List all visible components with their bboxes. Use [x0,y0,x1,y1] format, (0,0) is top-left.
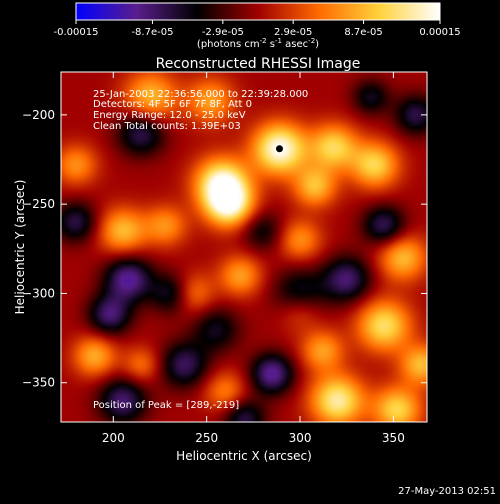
x-tick-label: 350 [382,431,405,445]
x-axis-label: Heliocentric X (arcsec) [176,449,312,463]
y-tick-label: −300 [22,286,55,300]
colorbar-tick-label: 0.00015 [419,27,460,38]
x-tick-label: 300 [289,431,312,445]
annotation-time-range: 25-Jan-2003 22:36:56.000 to 22:39:28.000 [93,89,308,100]
plot-frame [60,71,428,423]
annotation-energy: Energy Range: 12.0 - 25.0 keV [93,110,246,121]
annotation-clean: Clean Total counts: 1.39E+03 [93,121,241,132]
colorbar-tick-label: -8.7e-05 [131,27,173,38]
y-tick-label: −250 [22,197,55,211]
plot-annotations: 25-Jan-2003 22:36:56.000 to 22:39:28.000… [93,89,308,411]
colorbar-units: (photons cm-2 s-1 asec-2) [197,37,319,50]
colorbar-tick-label: 2.9e-05 [274,27,312,38]
x-tick-label: 250 [195,431,218,445]
x-axis: 200 250 300 350 [102,72,405,445]
colorbar-ticks: -0.00015 -8.7e-05 -2.9e-05 2.9e-05 8.7e-05 0.… [54,20,461,38]
footer-date: 27-May-2013 02:51 [398,486,496,497]
y-axis-label: Heliocentric Y (arcsec) [13,180,27,315]
peak-marker [275,145,283,153]
annotation-detectors: Detectors: 4F 5F 6F 7F 8F, Att 0 [93,99,252,110]
x-tick-label: 200 [102,431,125,445]
y-axis: −200 −250 −300 −350 [22,108,427,390]
heatmap-image [61,72,427,422]
heatmap-raster [61,72,427,422]
y-tick-label: −200 [22,108,55,122]
colorbar-gradient [75,2,441,21]
colorbar-tick-label: -2.9e-05 [202,27,244,38]
colorbar-tick-label: 8.7e-05 [344,27,382,38]
y-tick-label: −350 [22,376,55,390]
chart-title: Reconstructed RHESSI Image [156,56,361,72]
annotation-peak: Position of Peak = [289,-219] [93,400,239,411]
colorbar: -0.00015 -8.7e-05 -2.9e-05 2.9e-05 8.7e-05 0.… [54,2,461,50]
colorbar-tick-label: -0.00015 [54,27,99,38]
